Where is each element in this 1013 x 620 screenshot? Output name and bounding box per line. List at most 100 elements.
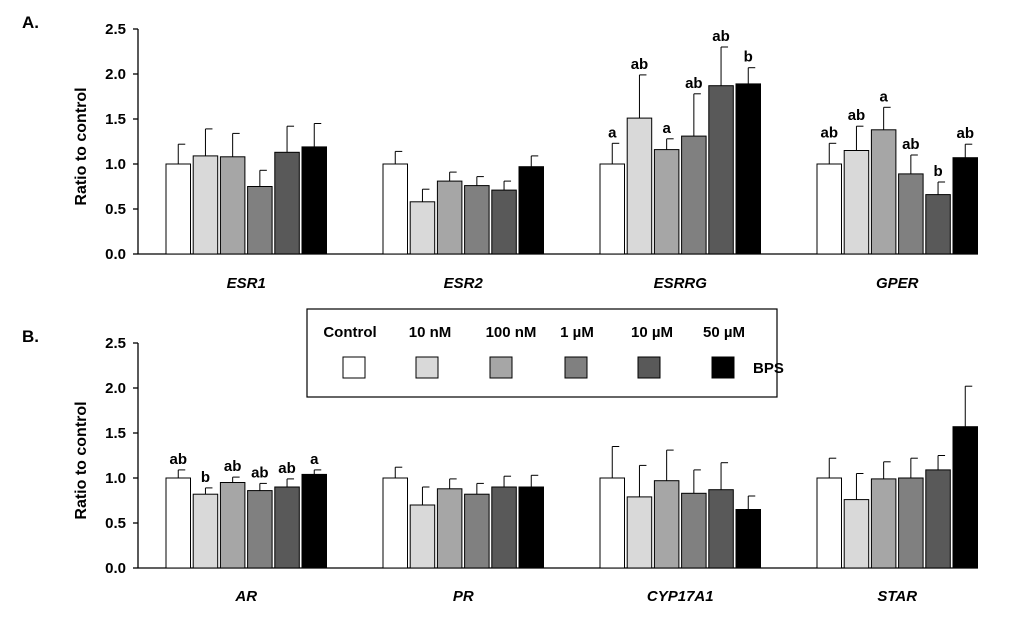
- gene-label: ESR1: [227, 275, 266, 292]
- significance-label: ab: [251, 464, 269, 481]
- bar: [491, 189, 517, 255]
- bar: [409, 201, 436, 255]
- bar: [518, 166, 544, 255]
- significance-label: ab: [278, 460, 296, 477]
- bar: [165, 477, 191, 569]
- bar: [436, 488, 463, 569]
- significance-label: ab: [902, 136, 920, 153]
- bar: [952, 426, 978, 569]
- y-tick-label: 2.0: [105, 380, 126, 397]
- bar: [681, 135, 707, 255]
- bar: [464, 493, 490, 569]
- y-tick-label: 1.0: [105, 156, 126, 173]
- chart-panel-a: 0.0 0.5 1.0 1.5 2.0 2.5 Ratio to control ESR1 ES…: [73, 21, 978, 292]
- y-axis-label: Ratio to control: [73, 87, 90, 205]
- bar: [870, 129, 897, 255]
- legend-swatch: [489, 356, 513, 379]
- bar: [898, 173, 924, 255]
- legend: Control 10 nM 100 nM 1 µM 10 µM 50 µM BPS: [306, 308, 784, 398]
- significance-label: b: [201, 469, 210, 486]
- y-tick-label: 2.5: [105, 21, 126, 38]
- bar: [952, 157, 978, 255]
- legend-suffix: BPS: [753, 360, 784, 377]
- panel-a-label: A.: [22, 13, 39, 32]
- bar: [708, 489, 734, 569]
- y-tick-label: 0.0: [105, 246, 126, 263]
- gene-label: ESR2: [444, 275, 484, 292]
- legend-label: 1 µM: [560, 324, 594, 341]
- gene-label: STAR: [877, 588, 917, 605]
- significance-label: ab: [631, 56, 649, 73]
- bar: [382, 477, 408, 569]
- bar: [219, 482, 246, 569]
- significance-label: ab: [820, 124, 838, 141]
- significance-label: ab: [712, 28, 730, 45]
- significance-label: b: [933, 163, 942, 180]
- significance-label: a: [662, 120, 671, 137]
- bar: [626, 496, 653, 569]
- bar: [898, 477, 924, 569]
- gene-label: GPER: [876, 275, 919, 292]
- bar: [735, 509, 761, 569]
- y-tick-label: 1.0: [105, 470, 126, 487]
- bar: [301, 146, 327, 255]
- bar: [274, 151, 300, 255]
- legend-swatch: [711, 356, 735, 379]
- bar: [247, 490, 273, 569]
- y-tick-label: 2.5: [105, 335, 126, 352]
- bar: [165, 163, 191, 255]
- bar: [491, 486, 517, 569]
- legend-box: [306, 308, 778, 398]
- legend-label: 100 nM: [486, 324, 537, 341]
- significance-label: ab: [224, 458, 242, 475]
- significance-label: ab: [956, 125, 974, 142]
- significance-label: ab: [848, 107, 866, 124]
- legend-label: Control: [323, 324, 376, 341]
- gene-label: CYP17A1: [647, 588, 714, 605]
- bar: [518, 486, 544, 569]
- bar: [925, 194, 951, 255]
- legend-label: 50 µM: [703, 324, 745, 341]
- y-tick-label: 0.5: [105, 515, 126, 532]
- y-tick-label: 0.5: [105, 201, 126, 218]
- bar: [681, 492, 707, 569]
- gene-label: ESRRG: [654, 275, 708, 292]
- bar: [464, 185, 490, 255]
- bar: [192, 493, 219, 569]
- bar: [192, 155, 219, 255]
- panel-b-label: B.: [22, 327, 39, 346]
- bar: [599, 163, 625, 255]
- bar: [382, 163, 408, 255]
- significance-label: a: [608, 124, 617, 141]
- y-tick-label: 0.0: [105, 560, 126, 577]
- bar: [843, 150, 870, 255]
- significance-label: b: [744, 49, 753, 66]
- legend-label: 10 µM: [631, 324, 673, 341]
- legend-swatch: [637, 356, 661, 379]
- y-tick-label: 1.5: [105, 425, 126, 442]
- bar: [735, 83, 761, 255]
- bar: [626, 117, 653, 255]
- bar: [843, 499, 870, 569]
- y-tick-label: 1.5: [105, 111, 126, 128]
- legend-swatch: [415, 356, 439, 379]
- bar: [219, 156, 246, 255]
- bar: [301, 473, 327, 569]
- gene-label: PR: [453, 588, 474, 605]
- legend-swatch: [564, 356, 588, 379]
- bar: [409, 504, 436, 569]
- bar: [599, 477, 625, 569]
- bar: [816, 477, 842, 569]
- legend-label: 10 nM: [409, 324, 452, 341]
- bar: [870, 478, 897, 569]
- y-tick-label: 2.0: [105, 66, 126, 83]
- bar: [247, 186, 273, 255]
- bar: [653, 480, 680, 569]
- bar: [708, 85, 734, 255]
- significance-label: a: [310, 451, 319, 468]
- bar: [274, 486, 300, 569]
- y-axis-label: Ratio to control: [73, 401, 90, 519]
- bar: [436, 180, 463, 255]
